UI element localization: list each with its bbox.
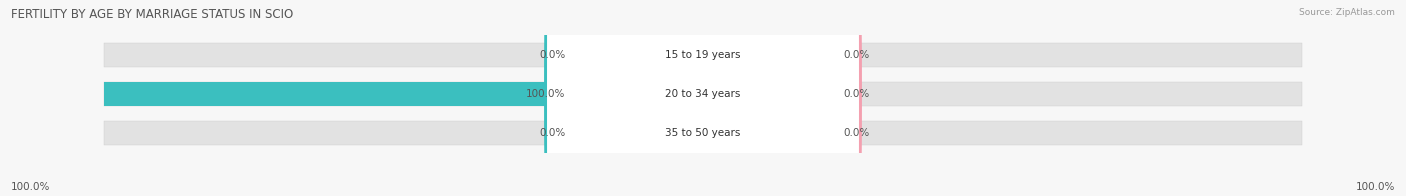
FancyBboxPatch shape bbox=[544, 0, 647, 196]
Text: 20 to 34 years: 20 to 34 years bbox=[665, 89, 741, 99]
Bar bbox=[104, 82, 619, 106]
FancyBboxPatch shape bbox=[547, 0, 859, 196]
Text: 100.0%: 100.0% bbox=[1355, 182, 1395, 192]
Text: 100.0%: 100.0% bbox=[526, 89, 565, 99]
FancyBboxPatch shape bbox=[759, 0, 862, 196]
Text: 0.0%: 0.0% bbox=[844, 50, 870, 60]
FancyBboxPatch shape bbox=[759, 0, 862, 196]
FancyBboxPatch shape bbox=[544, 0, 647, 196]
Text: FERTILITY BY AGE BY MARRIAGE STATUS IN SCIO: FERTILITY BY AGE BY MARRIAGE STATUS IN S… bbox=[11, 8, 294, 21]
Text: 0.0%: 0.0% bbox=[538, 50, 565, 60]
Text: 0.0%: 0.0% bbox=[844, 128, 870, 138]
FancyBboxPatch shape bbox=[547, 0, 859, 196]
FancyBboxPatch shape bbox=[544, 0, 647, 196]
Bar bbox=[104, 82, 1302, 106]
Text: 0.0%: 0.0% bbox=[844, 89, 870, 99]
Text: 35 to 50 years: 35 to 50 years bbox=[665, 128, 741, 138]
Text: 0.0%: 0.0% bbox=[538, 128, 565, 138]
Bar bbox=[104, 43, 1302, 67]
FancyBboxPatch shape bbox=[547, 0, 859, 196]
Text: Source: ZipAtlas.com: Source: ZipAtlas.com bbox=[1299, 8, 1395, 17]
Text: 15 to 19 years: 15 to 19 years bbox=[665, 50, 741, 60]
Text: 100.0%: 100.0% bbox=[11, 182, 51, 192]
Bar bbox=[104, 121, 1302, 145]
FancyBboxPatch shape bbox=[759, 0, 862, 196]
